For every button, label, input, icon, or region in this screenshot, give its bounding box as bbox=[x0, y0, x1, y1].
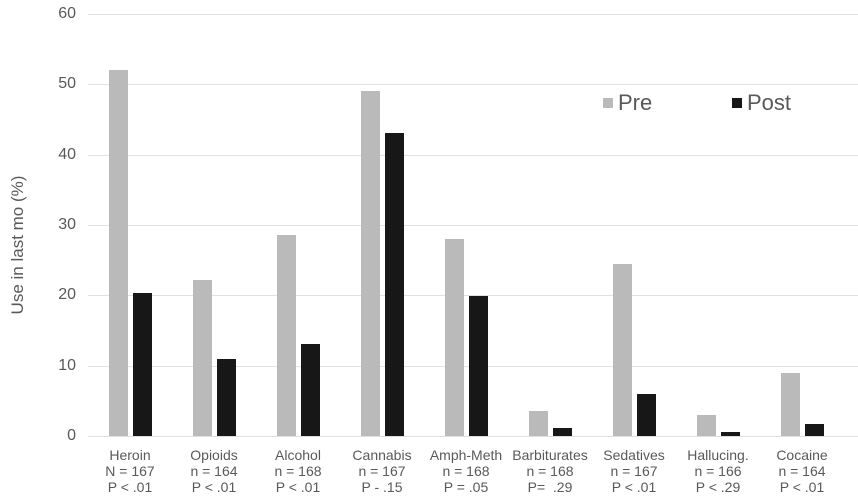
category-p: P = .05 bbox=[443, 479, 489, 495]
category-label: Opioids n = 164 P < .01 bbox=[169, 447, 259, 495]
bar-post bbox=[721, 431, 740, 436]
gridline bbox=[88, 84, 858, 86]
gridline bbox=[88, 14, 858, 15]
category-name: Cannabis bbox=[352, 447, 412, 463]
legend-swatch-pre bbox=[603, 98, 613, 108]
bar-pre bbox=[529, 410, 548, 436]
y-tick-label: 30 bbox=[58, 216, 76, 233]
category-p: P < .01 bbox=[191, 479, 237, 495]
bar-pre bbox=[697, 414, 716, 436]
category-n: n = 168 bbox=[526, 463, 574, 479]
y-tick-label: 50 bbox=[58, 75, 76, 93]
category-p: P < .01 bbox=[107, 479, 153, 495]
category-p: P < .01 bbox=[611, 479, 657, 495]
bar-post bbox=[133, 293, 152, 436]
legend-item-post: Post bbox=[732, 90, 791, 116]
bar-pre bbox=[445, 239, 464, 436]
category-label: Cannabis n = 167 P - .15 bbox=[337, 447, 427, 495]
legend-item-pre: Pre bbox=[603, 90, 652, 116]
bar-pre bbox=[193, 279, 212, 436]
category-n: n = 167 bbox=[358, 463, 406, 479]
category-label: Amph-Meth n = 168 P = .05 bbox=[421, 447, 511, 495]
y-tick-label: 60 bbox=[58, 5, 76, 22]
bar-pre bbox=[361, 90, 380, 436]
category-name: Hallucing. bbox=[687, 447, 749, 463]
category-label: Sedatives n = 167 P < .01 bbox=[589, 447, 679, 495]
bar-post bbox=[553, 428, 572, 436]
category-label: Alcohol n = 168 P < .01 bbox=[253, 447, 343, 495]
category-n: n = 164 bbox=[190, 463, 238, 479]
category-label: Heroin N = 167 P < .01 bbox=[85, 447, 175, 495]
category-name: Heroin bbox=[109, 447, 151, 463]
bar-pre bbox=[781, 372, 800, 436]
category-name: Barbiturates bbox=[512, 447, 588, 463]
y-tick-label: 0 bbox=[67, 427, 76, 444]
y-tick-label: 40 bbox=[58, 145, 76, 163]
category-label: Cocaine n = 164 P < .01 bbox=[757, 447, 847, 495]
category-name: Cocaine bbox=[776, 447, 828, 463]
category-name: Opioids bbox=[190, 447, 238, 463]
category-n: n = 164 bbox=[778, 463, 826, 479]
category-n: N = 167 bbox=[105, 463, 155, 479]
category-n: n = 166 bbox=[694, 463, 742, 479]
bar-post bbox=[637, 393, 656, 436]
gridline bbox=[88, 154, 858, 156]
category-p: P= .29 bbox=[527, 479, 573, 495]
bar-post bbox=[469, 296, 488, 436]
gridline bbox=[88, 436, 858, 437]
category-name: Sedatives bbox=[603, 447, 665, 463]
legend-label-pre: Pre bbox=[618, 90, 653, 115]
bar-post bbox=[805, 424, 824, 436]
gridline bbox=[88, 225, 858, 226]
category-n: n = 167 bbox=[610, 463, 658, 479]
bar-pre bbox=[277, 234, 296, 436]
legend-swatch-post bbox=[732, 98, 742, 108]
category-name: Alcohol bbox=[275, 447, 321, 463]
category-p: P < .01 bbox=[275, 479, 321, 495]
y-tick-label: 20 bbox=[58, 286, 76, 304]
legend-label-post: Post bbox=[747, 90, 792, 115]
category-n: n = 168 bbox=[274, 463, 322, 479]
category-p: P < .29 bbox=[695, 479, 741, 495]
y-axis-label: Use in last mo (%) bbox=[8, 175, 27, 315]
y-tick-label: 10 bbox=[58, 356, 76, 374]
bar-post bbox=[217, 358, 236, 436]
bar-post bbox=[385, 132, 404, 436]
category-label: Hallucing. n = 166 P < .29 bbox=[673, 447, 763, 495]
bar-pre bbox=[613, 263, 632, 436]
category-label: Barbiturates n = 168 P= .29 bbox=[505, 447, 595, 495]
category-p: P - .15 bbox=[361, 479, 403, 495]
category-p: P < .01 bbox=[779, 479, 825, 495]
gridline bbox=[88, 295, 858, 297]
category-n: n = 168 bbox=[442, 463, 490, 479]
bar-post bbox=[301, 343, 320, 436]
bar-pre bbox=[109, 70, 128, 436]
category-name: Amph-Meth bbox=[429, 447, 503, 463]
